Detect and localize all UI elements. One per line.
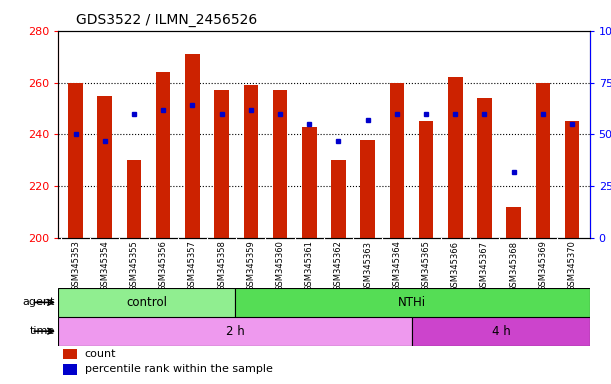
- Text: GSM345364: GSM345364: [392, 240, 401, 291]
- Text: 4 h: 4 h: [492, 325, 510, 338]
- Bar: [507, 207, 521, 238]
- Bar: [64, 364, 76, 375]
- Bar: [477, 98, 492, 238]
- Bar: [302, 127, 316, 238]
- Text: NTHi: NTHi: [398, 296, 426, 309]
- Bar: [360, 139, 375, 238]
- Text: GSM345357: GSM345357: [188, 240, 197, 291]
- Text: 2 h: 2 h: [226, 325, 244, 338]
- Text: GSM345361: GSM345361: [305, 240, 313, 291]
- Bar: [68, 83, 83, 238]
- Bar: [419, 121, 433, 238]
- Text: GSM345362: GSM345362: [334, 240, 343, 291]
- Text: percentile rank within the sample: percentile rank within the sample: [84, 364, 273, 374]
- Text: GSM345359: GSM345359: [246, 240, 255, 291]
- Bar: [273, 90, 287, 238]
- Bar: [244, 85, 258, 238]
- Text: GDS3522 / ILMN_2456526: GDS3522 / ILMN_2456526: [76, 13, 258, 27]
- Text: GSM345370: GSM345370: [568, 240, 577, 291]
- Text: GSM345363: GSM345363: [363, 240, 372, 291]
- Text: GSM345368: GSM345368: [509, 240, 518, 291]
- Bar: [565, 121, 579, 238]
- Bar: [235, 288, 590, 317]
- Text: GSM345355: GSM345355: [130, 240, 139, 291]
- Bar: [58, 317, 412, 346]
- Bar: [185, 54, 200, 238]
- Text: GSM345365: GSM345365: [422, 240, 431, 291]
- Bar: [448, 78, 463, 238]
- Bar: [536, 83, 550, 238]
- Text: GSM345353: GSM345353: [71, 240, 80, 291]
- Bar: [98, 96, 112, 238]
- Text: time: time: [30, 326, 55, 336]
- Bar: [126, 161, 141, 238]
- Bar: [156, 72, 170, 238]
- Bar: [64, 349, 76, 359]
- Bar: [331, 161, 346, 238]
- Bar: [390, 83, 404, 238]
- Bar: [214, 90, 229, 238]
- Text: GSM345360: GSM345360: [276, 240, 285, 291]
- Text: agent: agent: [23, 297, 55, 308]
- Text: GSM345369: GSM345369: [538, 240, 547, 291]
- Text: GSM345354: GSM345354: [100, 240, 109, 291]
- Bar: [58, 288, 235, 317]
- Text: GSM345358: GSM345358: [217, 240, 226, 291]
- Text: GSM345366: GSM345366: [451, 240, 459, 291]
- Bar: [412, 317, 590, 346]
- Text: count: count: [84, 349, 116, 359]
- Text: control: control: [126, 296, 167, 309]
- Text: GSM345356: GSM345356: [159, 240, 167, 291]
- Text: GSM345367: GSM345367: [480, 240, 489, 291]
